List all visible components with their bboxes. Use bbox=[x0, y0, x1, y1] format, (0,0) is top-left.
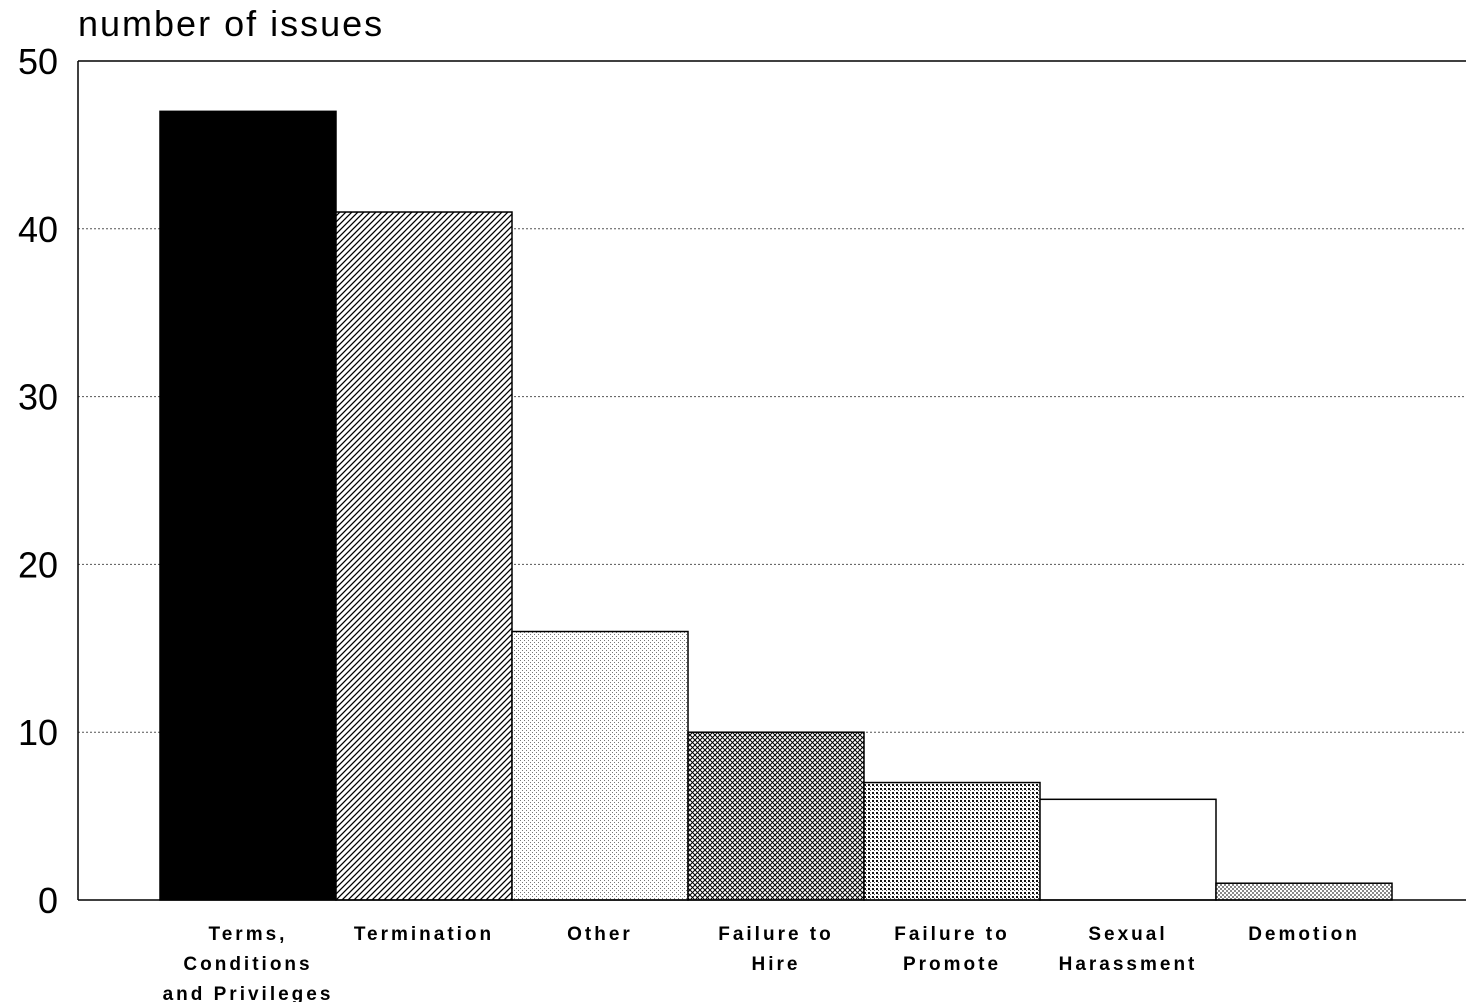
x-tick-label: Sexual Harassment bbox=[1059, 924, 1198, 975]
bar bbox=[1039, 798, 1217, 901]
x-tick-label: Termination bbox=[354, 924, 494, 945]
bar bbox=[863, 781, 1041, 901]
y-tick-label: 40 bbox=[18, 209, 58, 250]
bar bbox=[335, 211, 513, 901]
x-tick-label: Failure to Hire bbox=[718, 924, 834, 975]
bar bbox=[687, 731, 865, 901]
y-ticks: 0 10 20 30 40 50 bbox=[18, 41, 58, 921]
x-tick-labels: Terms, Conditions and Privileges Terminatio… bbox=[163, 924, 1360, 1002]
y-tick-label: 50 bbox=[18, 41, 58, 82]
x-tick-label: Terms, Conditions and Privileges bbox=[163, 924, 334, 1002]
bar bbox=[1215, 882, 1393, 901]
bar bbox=[159, 110, 337, 901]
y-tick-label: 10 bbox=[18, 712, 58, 753]
x-tick-label: Demotion bbox=[1248, 924, 1360, 945]
bars bbox=[159, 110, 1393, 901]
y-axis-label: number of issues bbox=[78, 3, 384, 44]
x-tick-label: Other bbox=[567, 924, 633, 945]
y-tick-label: 20 bbox=[18, 544, 58, 585]
y-tick-label: 0 bbox=[38, 880, 58, 921]
bar bbox=[511, 630, 689, 901]
x-tick-label: Failure to Promote bbox=[894, 924, 1010, 975]
y-tick-label: 30 bbox=[18, 377, 58, 418]
